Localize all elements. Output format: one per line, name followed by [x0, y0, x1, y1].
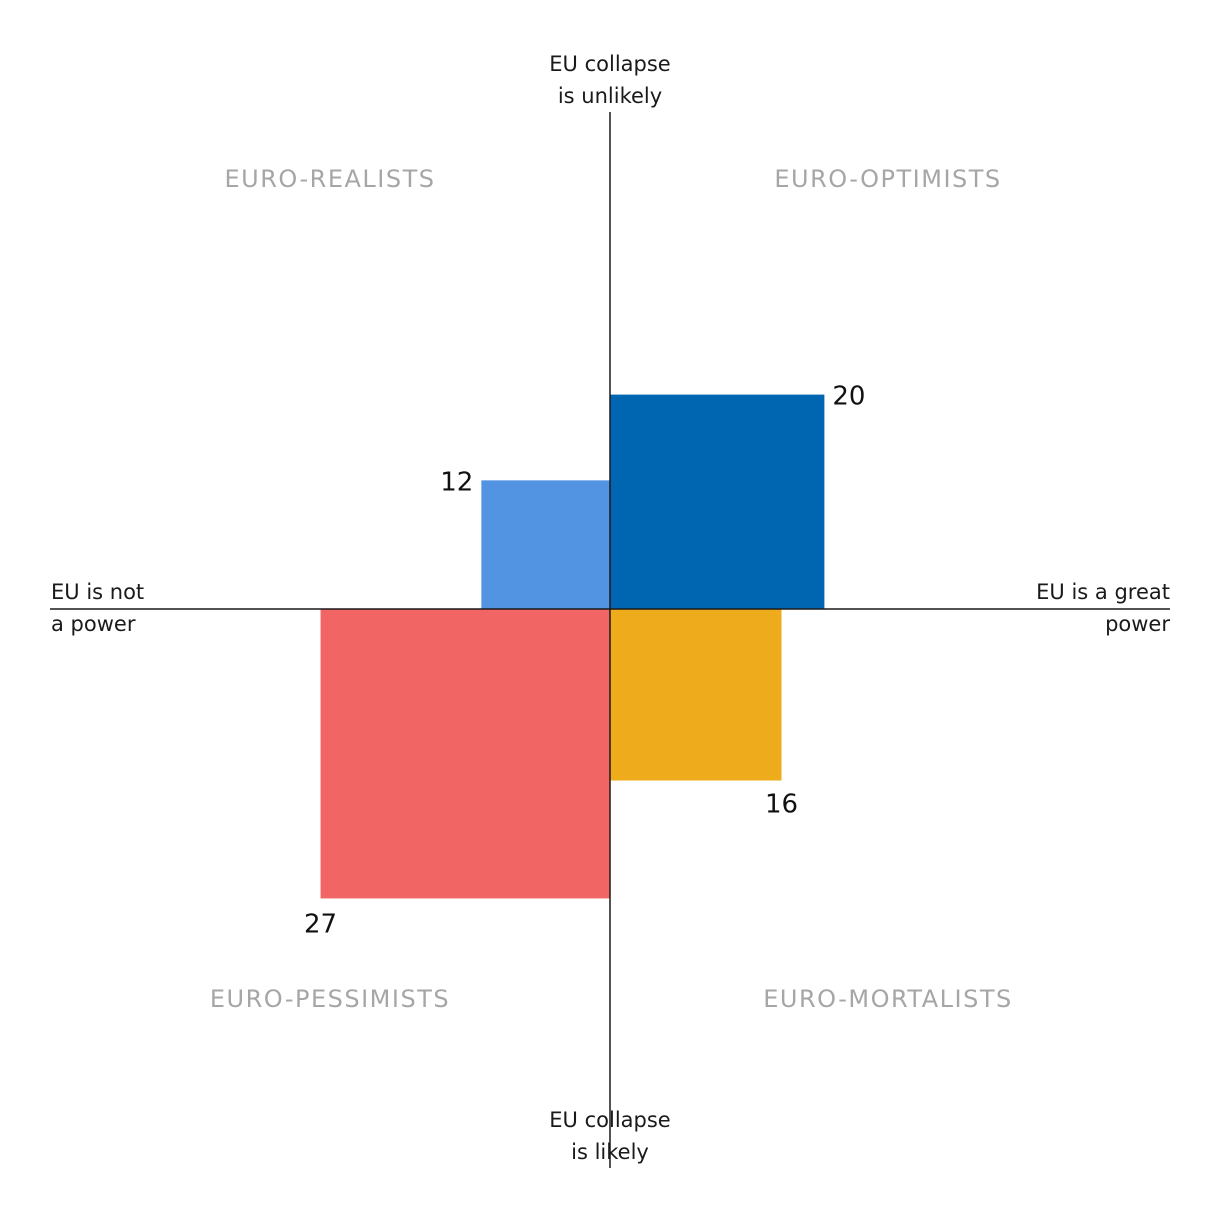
quadrant-label-optimists: EURO-OPTIMISTS	[774, 165, 1001, 193]
quadrant-label-realists: EURO-REALISTS	[225, 165, 436, 193]
axis-right-label-line2: power	[1105, 612, 1170, 636]
quadrant-label-mortalists: EURO-MORTALISTS	[763, 985, 1012, 1013]
square-bottom-right	[610, 609, 782, 781]
square-bottom-left	[320, 609, 610, 899]
value-label-top-left: 12	[440, 467, 473, 497]
value-label-bottom-right: 16	[765, 790, 798, 820]
quadrant-label-pessimists: EURO-PESSIMISTS	[210, 985, 450, 1013]
axis-top-label-line2: is unlikely	[558, 84, 662, 108]
square-top-right	[610, 394, 825, 609]
axis-left-label-line1: EU is not	[51, 580, 144, 604]
axis-top-label-line1: EU collapse	[549, 52, 670, 76]
square-top-left	[481, 480, 610, 609]
value-labels: 12 20 27 16	[304, 382, 865, 940]
axis-bottom-label-line2: is likely	[571, 1140, 649, 1164]
axis-left-label-line2: a power	[51, 612, 136, 636]
quadrant-squares	[320, 394, 825, 899]
axis-bottom-label-line1: EU collapse	[549, 1108, 670, 1132]
value-label-top-right: 20	[832, 382, 865, 412]
value-label-bottom-left: 27	[304, 909, 337, 939]
axis-right-label-line1: EU is a great	[1036, 580, 1170, 604]
